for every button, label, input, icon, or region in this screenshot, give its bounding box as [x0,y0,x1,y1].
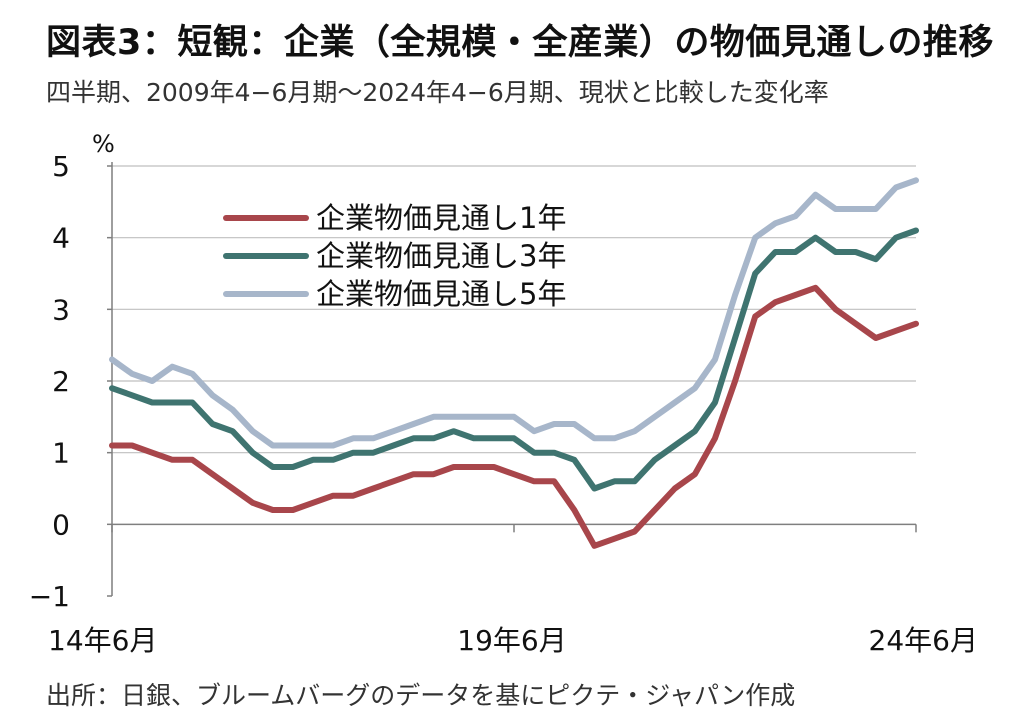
y-tick-label: 0 [52,508,70,541]
y-axis-ticks: 5 4 3 2 1 0 −1% [29,130,115,613]
y-tick-label: 1 [52,437,70,470]
x-tick-label: 14年6月 [48,624,157,657]
series-line-3 [109,177,919,449]
y-tick-label: 2 [52,365,70,398]
y-axis-unit: % [92,130,115,158]
source-note: 出所：日銀、ブルームバーグのデータを基にピクテ・ジャパン作成 [46,681,796,710]
legend-label: 企業物価見通し1年 [316,201,566,235]
legend-label: 企業物価見通し3年 [316,239,566,273]
legend-label: 企業物価見通し5年 [316,277,566,311]
y-tick-label: 3 [52,293,70,326]
chart-subtitle: 四半期、2009年4−6月期〜2024年4−6月期、現状と比較した変化率 [46,78,829,107]
gridlines [112,165,916,454]
y-tick-label: 5 [52,150,70,183]
y-tick-label: 4 [52,222,70,255]
series-line-1 [109,284,919,549]
chart-title: 図表3：短観：企業（全規模・全産業）の物価見通しの推移 [46,23,994,63]
series-lines [109,177,919,549]
x-tick-label: 24年6月 [869,624,978,657]
y-tick-label: −1 [29,580,70,613]
x-axis-ticks: 14年6月 19年6月 24年6月 [48,624,978,657]
axes [107,162,917,597]
series-line-2 [109,227,919,492]
x-tick-label: 19年6月 [457,624,566,657]
